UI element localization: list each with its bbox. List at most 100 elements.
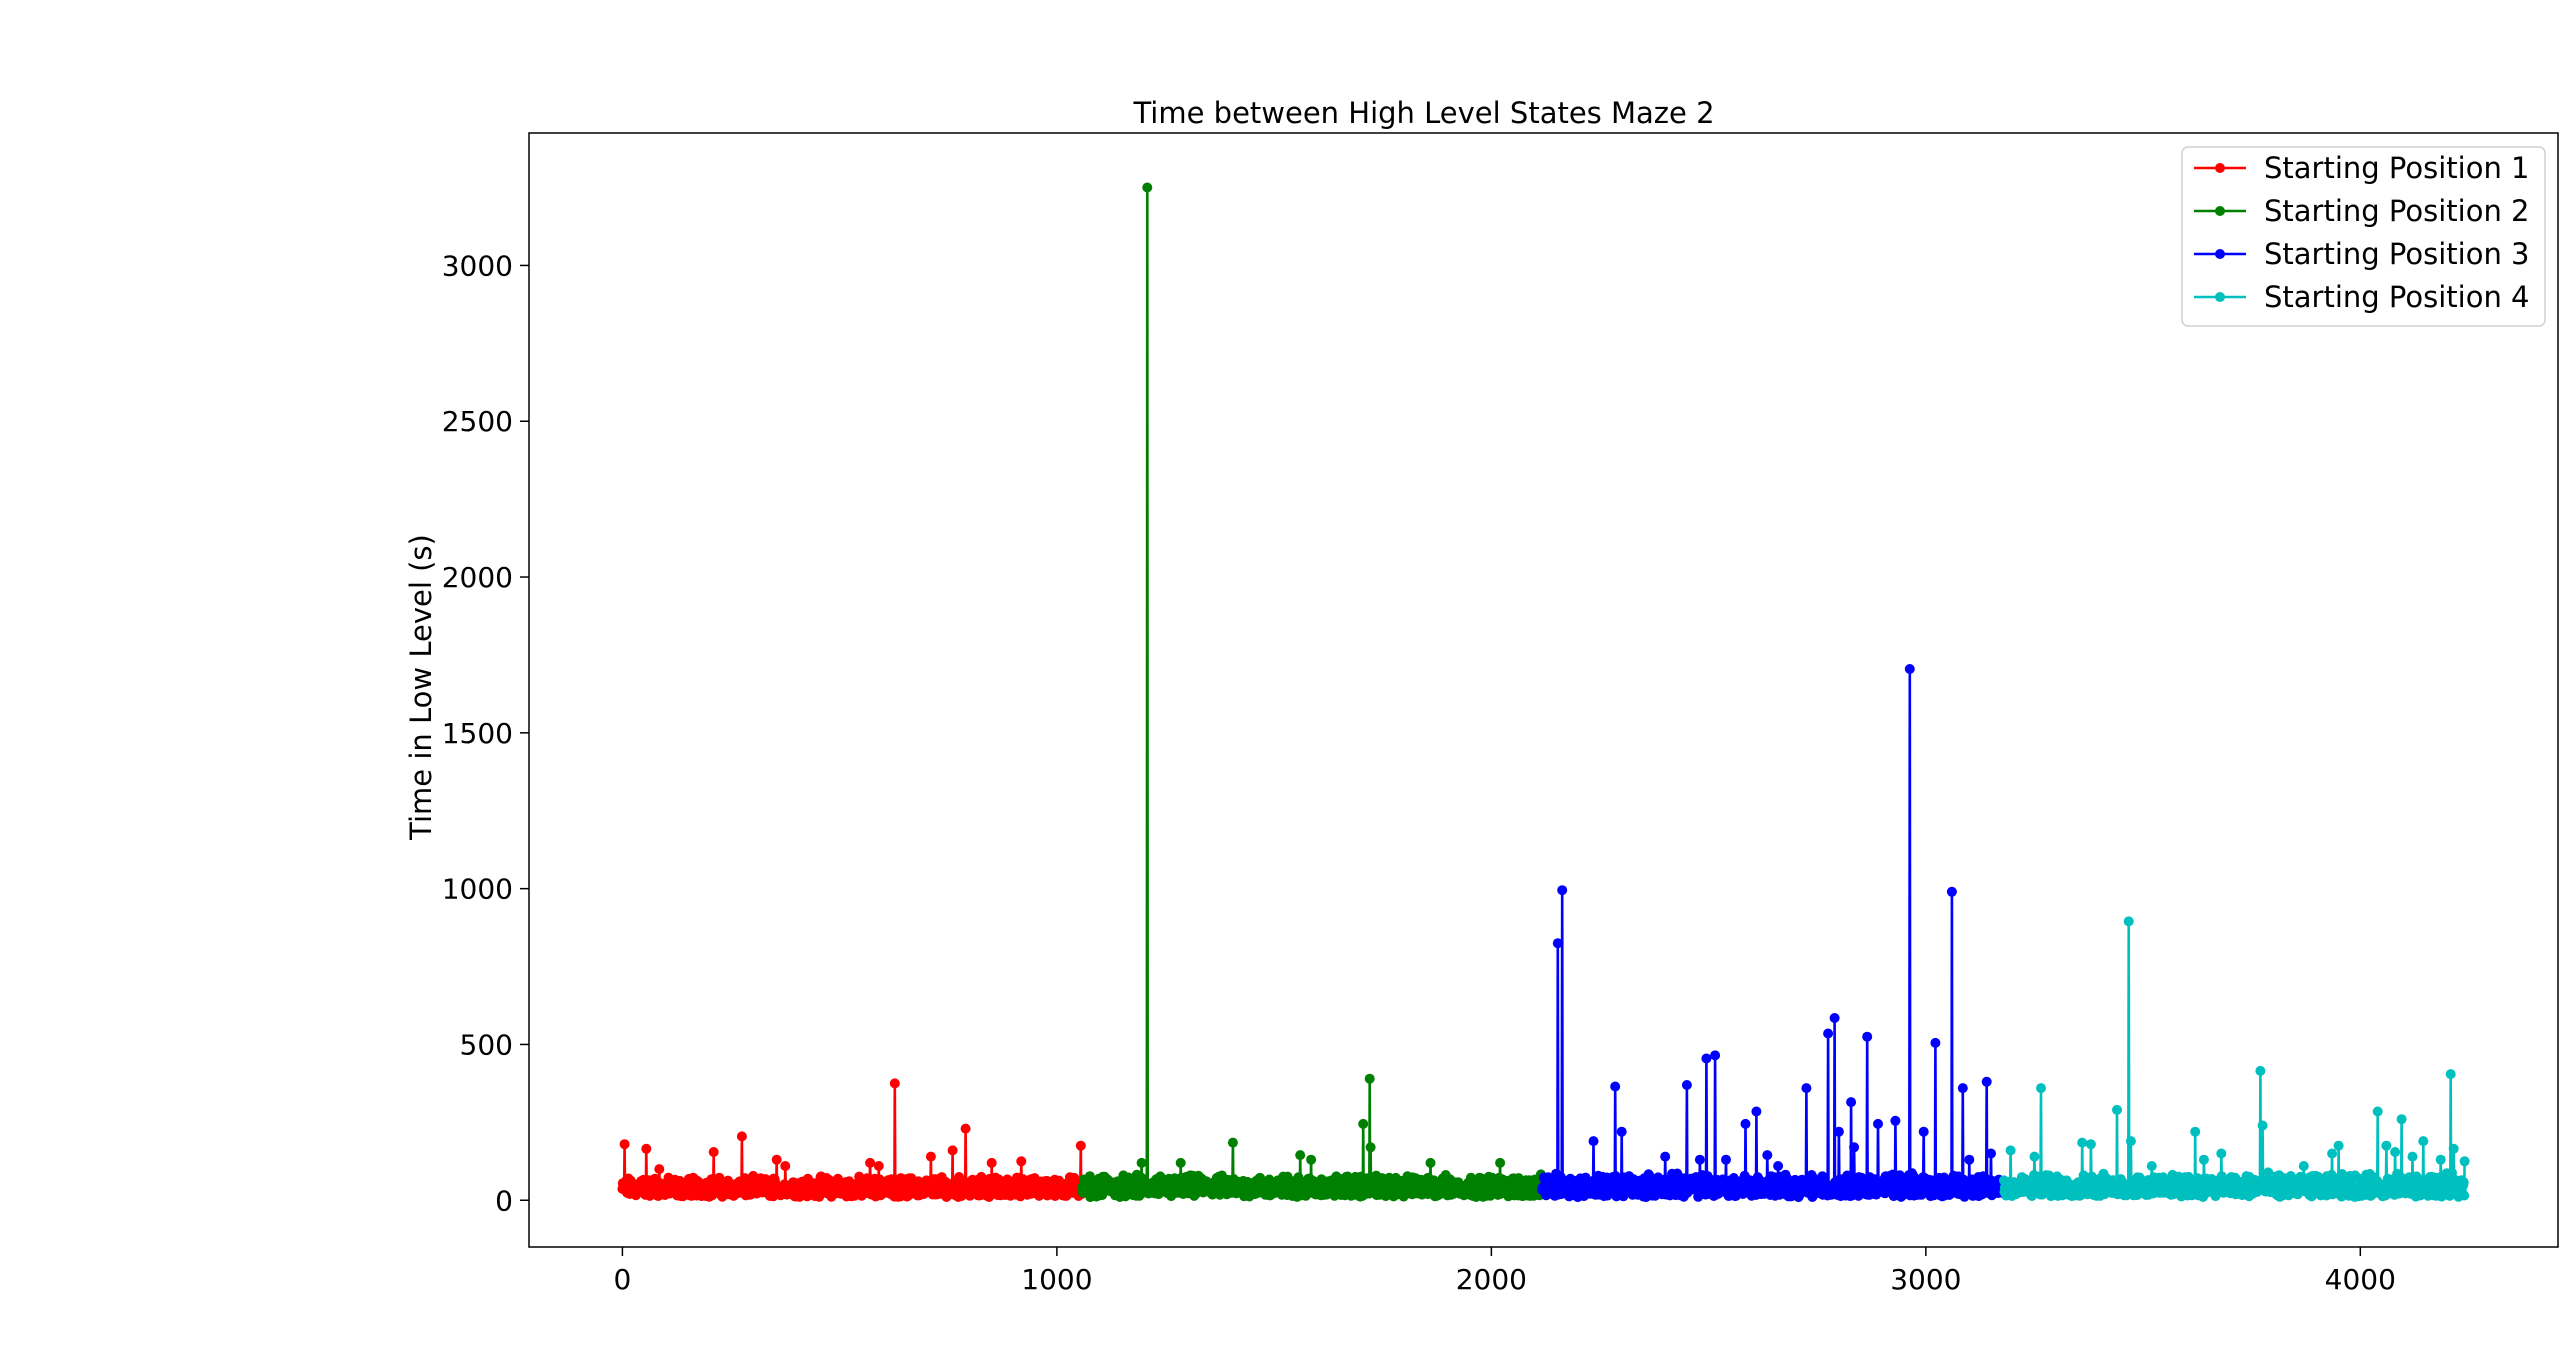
legend-label: Starting Position 2 bbox=[2264, 194, 2530, 228]
series-markers bbox=[1537, 664, 2009, 1203]
data-point bbox=[1588, 1136, 1599, 1147]
data-point bbox=[2198, 1154, 2209, 1165]
data-point bbox=[1365, 1142, 1376, 1153]
x-tick-label: 2000 bbox=[1456, 1263, 1527, 1296]
data-point bbox=[2146, 1161, 2157, 1171]
data-point bbox=[1075, 1140, 1086, 1151]
data-point bbox=[1823, 1028, 1834, 1039]
legend-label: Starting Position 1 bbox=[2264, 151, 2530, 185]
data-point bbox=[736, 1131, 747, 1142]
legend-label: Starting Position 3 bbox=[2264, 237, 2530, 271]
data-point bbox=[1829, 1013, 1840, 1023]
data-point bbox=[2381, 1140, 2392, 1151]
data-point bbox=[865, 1157, 876, 1168]
series-3 bbox=[1537, 664, 2009, 1203]
data-point bbox=[2448, 1143, 2459, 1154]
data-point bbox=[2216, 1148, 2227, 1159]
data-point bbox=[2435, 1154, 2446, 1165]
data-point bbox=[2005, 1145, 2016, 1156]
y-tick-label: 1500 bbox=[442, 717, 513, 750]
x-tick-label: 3000 bbox=[1890, 1263, 1961, 1296]
y-axis-label: Time in Low Level (s) bbox=[404, 534, 438, 841]
data-point bbox=[2123, 916, 2134, 927]
data-point bbox=[1801, 1083, 1812, 1094]
y-tick-label: 1000 bbox=[442, 873, 513, 906]
data-point bbox=[2125, 1136, 2136, 1147]
data-point bbox=[1833, 1126, 1844, 1137]
data-point bbox=[960, 1123, 971, 1134]
legend-label: Starting Position 4 bbox=[2264, 280, 2530, 314]
data-point bbox=[2396, 1114, 2407, 1125]
data-point bbox=[2036, 1083, 2046, 1094]
data-point bbox=[2390, 1147, 2401, 1157]
y-tick-label: 2500 bbox=[442, 405, 513, 438]
data-point bbox=[1957, 1083, 1968, 1094]
data-point bbox=[1465, 1172, 1476, 1183]
data-point bbox=[2458, 1177, 2469, 1188]
data-point bbox=[2257, 1120, 2268, 1131]
data-point bbox=[1557, 885, 1568, 896]
data-point bbox=[1964, 1154, 1975, 1165]
legend-marker bbox=[2215, 292, 2225, 302]
data-point bbox=[1227, 1137, 1238, 1148]
legend: Starting Position 1 Starting Position 2 St… bbox=[2181, 146, 2546, 327]
data-point bbox=[619, 1139, 630, 1150]
data-point bbox=[2077, 1137, 2088, 1148]
data-point bbox=[1918, 1126, 1929, 1137]
data-point bbox=[1904, 664, 1915, 674]
data-point bbox=[2407, 1151, 2418, 1162]
plot-area bbox=[617, 182, 2470, 1203]
data-point bbox=[1016, 1156, 1027, 1167]
data-point bbox=[1751, 1106, 1762, 1117]
data-point bbox=[1358, 1118, 1369, 1129]
data-point bbox=[925, 1151, 936, 1162]
data-point bbox=[2085, 1139, 2096, 1150]
y-tick-label: 500 bbox=[460, 1028, 513, 1061]
data-point bbox=[2459, 1190, 2470, 1201]
data-point bbox=[771, 1154, 782, 1165]
data-point bbox=[1660, 1151, 1671, 1162]
data-point bbox=[1930, 1037, 1941, 1048]
data-point bbox=[1495, 1157, 1506, 1168]
data-point bbox=[1616, 1126, 1627, 1137]
data-point bbox=[2029, 1151, 2040, 1162]
data-point bbox=[654, 1164, 665, 1175]
data-point bbox=[1610, 1081, 1621, 1092]
data-point bbox=[986, 1157, 997, 1168]
data-point bbox=[2112, 1104, 2122, 1115]
legend-marker bbox=[2215, 249, 2225, 259]
data-point bbox=[947, 1145, 958, 1156]
data-point bbox=[2327, 1148, 2338, 1159]
data-point bbox=[1364, 1073, 1375, 1084]
data-point bbox=[889, 1078, 900, 1089]
y-tick-label: 3000 bbox=[442, 249, 513, 282]
chart-title: Time between High Level States Maze 2 bbox=[1132, 96, 1714, 130]
data-point bbox=[1175, 1157, 1186, 1168]
legend-marker bbox=[2215, 206, 2225, 216]
data-point bbox=[1890, 1115, 1901, 1126]
data-point bbox=[1710, 1050, 1721, 1061]
data-point bbox=[1846, 1097, 1857, 1108]
legend-marker bbox=[2215, 163, 2225, 173]
data-point bbox=[1295, 1150, 1306, 1161]
data-point bbox=[1762, 1150, 1773, 1161]
y-tick-label: 2000 bbox=[442, 561, 513, 594]
data-point bbox=[1552, 938, 1563, 949]
data-point bbox=[2445, 1069, 2456, 1080]
series-1 bbox=[617, 1078, 1088, 1202]
data-point bbox=[1773, 1161, 1784, 1171]
data-point bbox=[1862, 1031, 1873, 1042]
data-point bbox=[1986, 1148, 1996, 1159]
data-point bbox=[2418, 1136, 2429, 1147]
data-point bbox=[1721, 1154, 1731, 1165]
data-point bbox=[2190, 1126, 2201, 1137]
series-markers bbox=[617, 1078, 1088, 1202]
data-point bbox=[1142, 182, 1153, 193]
data-point bbox=[2333, 1140, 2344, 1151]
data-point bbox=[2459, 1156, 2470, 1167]
x-tick-label: 4000 bbox=[2325, 1263, 2396, 1296]
data-point bbox=[1946, 886, 1957, 897]
data-point bbox=[1701, 1053, 1712, 1064]
